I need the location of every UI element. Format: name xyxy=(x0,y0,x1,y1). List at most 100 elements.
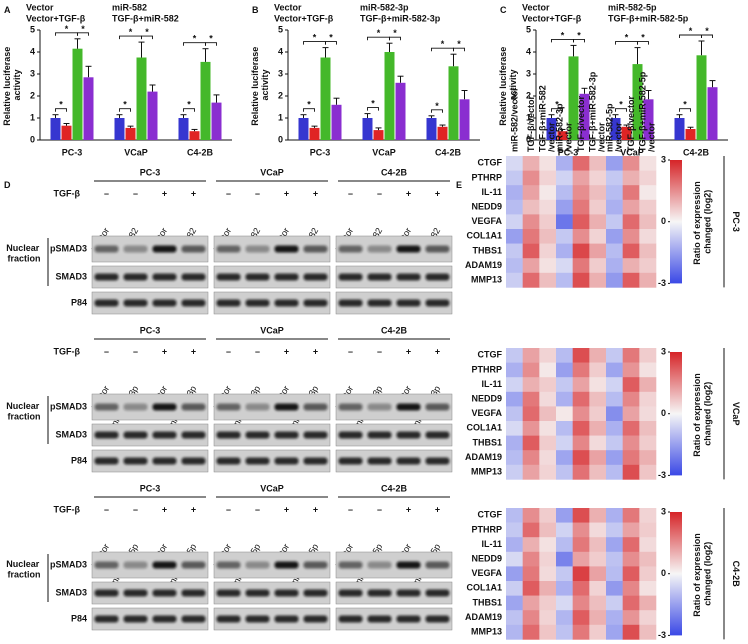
treatment-sign: – xyxy=(104,346,109,356)
heatmap-cell xyxy=(622,258,640,274)
bar xyxy=(557,131,568,140)
heatmap-cell xyxy=(506,377,523,393)
heatmap-cell xyxy=(556,581,573,596)
heatmap-cell xyxy=(639,391,657,407)
significance-bracket xyxy=(431,109,443,113)
heatmap-cell xyxy=(556,610,573,626)
heatmap-cell xyxy=(522,170,540,186)
heatmap-cell xyxy=(622,406,640,422)
treatment-sign: – xyxy=(133,188,138,198)
blot-band xyxy=(245,403,270,411)
heatmap-cell xyxy=(572,272,590,288)
blot-band xyxy=(216,561,241,569)
heatmap-cell xyxy=(572,258,590,274)
significance-bracket xyxy=(205,42,217,46)
heatmap-cell xyxy=(506,522,523,538)
heatmap-cell xyxy=(572,406,590,422)
heatmap-cell xyxy=(539,566,557,582)
heatmap-cell xyxy=(639,258,657,274)
blot-row-label: SMAD3 xyxy=(55,271,87,281)
y-axis-label: Relative luciferase activity xyxy=(250,44,270,126)
blot-band xyxy=(274,561,299,569)
blot-band xyxy=(303,589,328,597)
treatment-sign: – xyxy=(255,188,260,198)
colorbar xyxy=(670,352,682,476)
row-label: MMP13 xyxy=(471,274,502,284)
heatmap-cell xyxy=(522,348,540,363)
blot-band xyxy=(216,299,241,307)
heatmap-cell xyxy=(606,537,623,553)
treatment-sign: + xyxy=(162,188,167,198)
heatmap-cell xyxy=(522,199,540,215)
heatmap-cell xyxy=(556,185,573,201)
blot-band xyxy=(94,299,119,307)
heatmap-cell xyxy=(622,450,640,466)
heatmap-cell xyxy=(622,377,640,393)
heatmap-cell xyxy=(522,566,540,582)
row-label: THBS1 xyxy=(472,597,502,607)
bar xyxy=(136,57,147,140)
blot-band xyxy=(425,589,450,597)
heatmap-cell xyxy=(522,537,540,553)
y-axis-label: Relative luciferase activity xyxy=(498,44,518,126)
panel-label: E xyxy=(456,180,462,190)
fraction-label: Nuclear fraction xyxy=(6,401,42,421)
heatmap-cell xyxy=(572,214,590,230)
blot-band xyxy=(303,457,328,465)
treatment-sign: – xyxy=(377,188,382,198)
heatmap-cell xyxy=(506,450,523,466)
y-tick-label: 2 xyxy=(30,90,35,100)
heatmap-cell xyxy=(572,229,590,244)
heatmap-cell xyxy=(589,551,607,567)
row-label: NEDD9 xyxy=(471,201,502,211)
panel-label: C xyxy=(500,5,507,15)
heatmap-cell xyxy=(622,566,640,582)
blot-band xyxy=(216,245,241,253)
blot-band xyxy=(274,431,299,439)
blot-background xyxy=(335,423,453,447)
heatmap-cell xyxy=(622,185,640,201)
treatment-sign: + xyxy=(406,504,411,514)
heatmap-cell xyxy=(539,243,557,259)
heatmap-cell xyxy=(506,272,523,288)
heatmap-cell xyxy=(606,421,623,436)
blot-band xyxy=(123,589,148,597)
significance-label: * xyxy=(393,28,397,38)
treatment-sign: – xyxy=(133,346,138,356)
heatmap-cell xyxy=(572,421,590,436)
fraction-label: Nuclear fraction xyxy=(6,243,42,263)
treatment-sign: + xyxy=(406,188,411,198)
row-label: IL-11 xyxy=(481,379,502,389)
blot-band xyxy=(303,615,328,623)
significance-label: * xyxy=(619,100,623,110)
heatmap-cell xyxy=(556,362,573,378)
heatmap-cell xyxy=(589,581,607,596)
bar xyxy=(61,125,72,140)
heatmap-cell xyxy=(556,243,573,259)
treatment-label: TGF-β xyxy=(54,188,81,198)
blot-band xyxy=(152,403,177,411)
row-label: PTHRP xyxy=(471,364,502,374)
heatmap-cell xyxy=(606,610,623,626)
significance-bracket xyxy=(551,108,563,112)
heatmap-cell xyxy=(539,348,557,363)
blot-band xyxy=(181,299,206,307)
bar xyxy=(568,56,579,140)
heatmap-cell xyxy=(539,156,557,171)
heatmap-cell xyxy=(606,435,623,451)
significance-label: * xyxy=(441,39,445,49)
blot-band xyxy=(152,457,177,465)
heatmap-cell xyxy=(556,391,573,407)
blot-band xyxy=(94,273,119,281)
heatmap-cell xyxy=(539,272,557,288)
blot-band xyxy=(152,273,177,281)
column-label: TGF-β/vector xyxy=(576,96,586,152)
significance-bracket xyxy=(701,34,713,38)
row-label: VEGFA xyxy=(471,216,502,226)
heatmap-cell xyxy=(589,566,607,582)
y-tick-label: 2 xyxy=(278,90,283,100)
heatmap-cell xyxy=(606,214,623,230)
y-tick-label: 0 xyxy=(526,134,531,144)
legend-entry: TGF-β+miR-582 xyxy=(112,13,179,23)
heatmap-cell xyxy=(572,156,590,171)
